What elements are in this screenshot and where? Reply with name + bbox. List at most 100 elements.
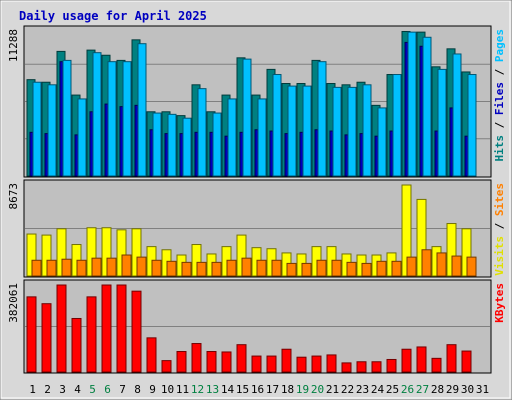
bar-kbytes-day-22: [341, 362, 352, 373]
max-value-label: 11288: [7, 29, 20, 62]
x-tick-label: 21: [326, 383, 339, 396]
legend: Visits / Sites: [493, 183, 506, 276]
kbytes-panel: 382061 KBytes: [7, 279, 506, 374]
bar-kbytes-day-5: [86, 296, 97, 373]
bar-sites-day-20: [316, 259, 327, 277]
bar-sites-day-30: [466, 256, 477, 277]
x-tick-label: 4: [74, 383, 81, 396]
bar-pages-day-20: [317, 61, 327, 177]
x-tick-label: 6: [104, 383, 111, 396]
x-tick-label: 5: [89, 383, 96, 396]
bar-kbytes-day-1: [26, 296, 37, 373]
bar-sites-day-13: [211, 261, 222, 277]
bar-sites-day-10: [166, 260, 177, 277]
bar-kbytes-day-11: [176, 351, 187, 373]
bar-kbytes-day-20: [311, 355, 322, 373]
max-value-label: 382061: [7, 283, 20, 323]
bar-kbytes-day-25: [386, 358, 397, 373]
legend-entry: Pages: [493, 29, 506, 62]
x-tick-label: 3: [59, 383, 66, 396]
x-tick-label: 13: [206, 383, 219, 396]
bar-sites-day-21: [331, 259, 342, 277]
x-tick-label: 7: [119, 383, 126, 396]
chart-title: Daily usage for April 2025: [19, 9, 207, 23]
bar-kbytes-day-7: [116, 284, 127, 373]
bar-sites-day-18: [286, 262, 297, 277]
bar-sites-day-7: [121, 254, 132, 277]
x-tick-label: 31: [476, 383, 489, 396]
bar-sites-day-4: [76, 259, 87, 277]
bar-pages-day-8: [137, 43, 147, 177]
legend: Hits / Files / Pages: [493, 29, 506, 162]
x-tick-label: 19: [296, 383, 309, 396]
bar-sites-day-12: [196, 261, 207, 277]
bar-sites-day-27: [421, 249, 432, 277]
bar-kbytes-day-12: [191, 343, 202, 373]
bar-sites-day-24: [376, 260, 387, 277]
bar-sites-day-15: [241, 257, 252, 277]
bar-kbytes-day-21: [326, 354, 337, 373]
x-tick-label: 24: [371, 383, 385, 396]
bar-pages-day-5: [92, 52, 102, 177]
bar-kbytes-day-8: [131, 290, 142, 373]
bar-sites-day-8: [136, 256, 147, 277]
x-tick-label: 27: [416, 383, 429, 396]
x-tick-label: 23: [356, 383, 369, 396]
bar-pages-day-9: [152, 112, 162, 177]
bar-pages-day-14: [227, 98, 237, 177]
x-tick-label: 30: [461, 383, 474, 396]
bar-pages-day-24: [377, 107, 387, 177]
bar-kbytes-day-3: [56, 284, 67, 373]
bar-kbytes-day-26: [401, 348, 412, 373]
bar-sites-day-23: [361, 262, 372, 277]
x-tick-label: 8: [134, 383, 141, 396]
bar-sites-day-26: [406, 256, 417, 277]
bar-sites-day-25: [391, 260, 402, 277]
bar-kbytes-day-23: [356, 361, 367, 373]
bar-sites-day-17: [271, 259, 282, 277]
bar-sites-day-1: [31, 259, 42, 277]
legend-separator: /: [493, 62, 506, 82]
bar-pages-day-18: [287, 85, 297, 177]
x-tick-label: 15: [236, 383, 249, 396]
legend-entry: Visits: [493, 236, 506, 276]
bar-pages-day-1: [32, 81, 42, 177]
x-tick-label: 20: [311, 383, 324, 396]
bar-kbytes-day-29: [446, 344, 457, 373]
x-tick-label: 2: [44, 383, 51, 396]
bar-kbytes-day-24: [371, 361, 382, 373]
bar-pages-day-12: [197, 88, 207, 177]
bar-sites-day-16: [256, 259, 267, 277]
bar-kbytes-day-14: [221, 351, 232, 373]
x-tick-label: 29: [446, 383, 459, 396]
legend-entry: Hits: [493, 135, 506, 162]
bar-pages-day-4: [77, 98, 87, 177]
bar-pages-day-11: [182, 117, 192, 177]
x-tick-label: 25: [386, 383, 399, 396]
x-tick-label: 22: [341, 383, 354, 396]
bar-sites-day-22: [346, 261, 357, 277]
bar-kbytes-day-17: [266, 355, 277, 373]
bar-pages-day-21: [332, 86, 342, 177]
bar-kbytes-day-13: [206, 351, 217, 373]
x-tick-label: 10: [161, 383, 174, 396]
bar-kbytes-day-4: [71, 317, 82, 373]
bar-sites-day-11: [181, 261, 192, 277]
bar-kbytes-day-18: [281, 348, 292, 373]
bar-sites-day-3: [61, 258, 72, 277]
x-axis-day-labels: 1 2 3 4 5 6 7 8 9 10 11 12 13 14 15 16 17 18 19 20 21 22 23 24 2…: [29, 383, 489, 396]
bar-sites-day-9: [151, 259, 162, 277]
bar-sites-day-5: [91, 257, 102, 277]
x-tick-label: 18: [281, 383, 294, 396]
bar-pages-day-23: [362, 84, 372, 177]
bar-kbytes-day-16: [251, 355, 262, 373]
legend: KBytes: [493, 283, 506, 323]
bar-sites-day-2: [46, 259, 57, 277]
legend-separator: /: [493, 216, 506, 236]
bar-pages-day-13: [212, 112, 222, 177]
bar-pages-day-27: [422, 36, 432, 177]
bar-pages-day-15: [242, 58, 252, 177]
bar-pages-day-10: [167, 113, 177, 177]
legend-entry: KBytes: [493, 283, 506, 323]
